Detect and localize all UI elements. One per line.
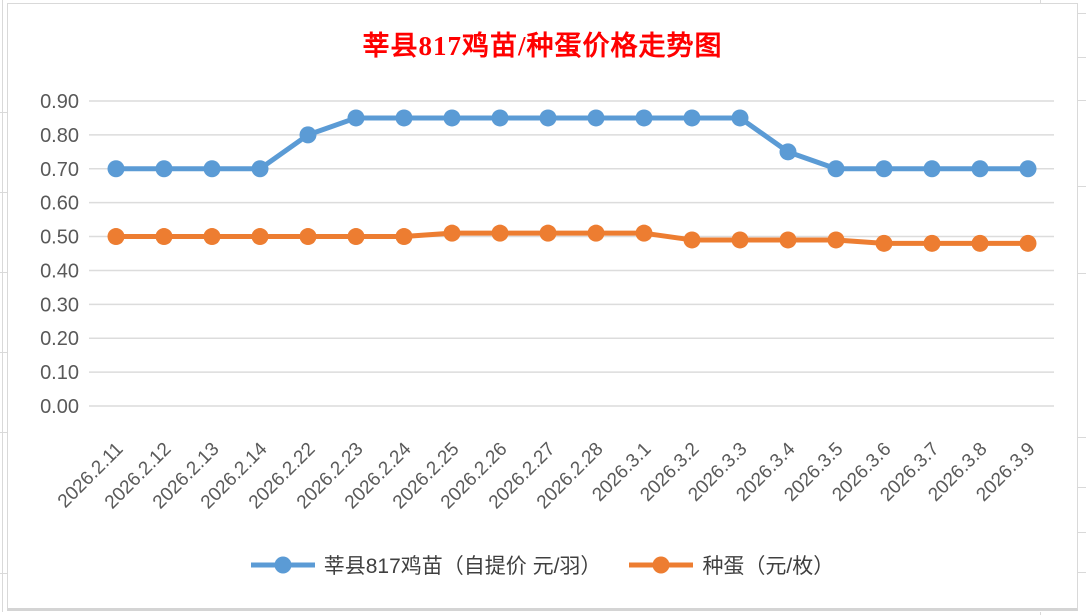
y-tick-label: 0.00 <box>40 396 79 418</box>
series-1-marker[interactable] <box>299 228 317 246</box>
excel-column-border-left <box>2 0 3 612</box>
series-1-marker[interactable] <box>587 224 605 242</box>
series-1-marker[interactable] <box>251 228 269 246</box>
series-0-marker[interactable] <box>875 160 893 178</box>
series-1-marker[interactable] <box>683 231 701 249</box>
series-0-marker[interactable] <box>731 109 749 127</box>
series-0-marker[interactable] <box>347 109 365 127</box>
excel-row-border-tick <box>1078 487 1086 488</box>
series-0-marker[interactable] <box>443 109 461 127</box>
series-1-marker[interactable] <box>203 228 221 246</box>
excel-row-border-tick <box>1078 13 1086 14</box>
series-0-marker[interactable] <box>299 126 317 144</box>
series-1-marker[interactable] <box>347 228 365 246</box>
excel-row-border-tick <box>1078 57 1086 58</box>
series-0-marker[interactable] <box>491 109 509 127</box>
excel-row-border-tick <box>1078 572 1086 573</box>
y-tick-label: 0.50 <box>40 227 79 249</box>
series-0-marker[interactable] <box>971 160 989 178</box>
excel-column-border-tick <box>1040 0 1041 4</box>
series-0-marker[interactable] <box>203 160 221 178</box>
plot-svg: 0.00 0.10 0.20 0.30 0.40 0.50 0.60 0.70 0.80 0.90… <box>40 91 1054 513</box>
excel-row-border-tick <box>0 573 7 574</box>
series-0-marker[interactable] <box>251 160 269 178</box>
series-0-marker[interactable] <box>923 160 941 178</box>
series-1-marker[interactable] <box>107 228 125 246</box>
excel-row-border-tick <box>1078 532 1086 533</box>
excel-row-border-tick <box>0 432 7 433</box>
chart-title: 莘县817鸡苗/种蛋价格走势图 <box>362 31 723 61</box>
legend-marker-icon <box>250 556 315 574</box>
chart-legend: 莘县817鸡苗（自提价 元/羽） 种蛋（元/枚） <box>8 550 1077 580</box>
series-1-marker[interactable] <box>731 231 749 249</box>
y-tick-label: 0.90 <box>40 91 79 113</box>
excel-row-border-tick <box>1078 437 1086 438</box>
excel-row-border-tick <box>1078 273 1086 274</box>
y-tick-label: 0.80 <box>40 125 79 147</box>
y-tick-label: 0.60 <box>40 193 79 215</box>
y-tick-label: 0.70 <box>40 159 79 181</box>
y-tick-label: 0.40 <box>40 260 79 282</box>
series-0-line[interactable] <box>116 115 1028 172</box>
excel-row-border-tick <box>0 272 7 273</box>
series-1-marker[interactable] <box>443 224 461 242</box>
y-tick-label: 0.10 <box>40 362 79 384</box>
series-1-marker[interactable] <box>1019 234 1037 252</box>
series-0-marker[interactable] <box>779 143 797 161</box>
series-1-marker[interactable] <box>635 224 653 242</box>
series-1-marker[interactable] <box>539 224 557 242</box>
excel-row-border-tick <box>1078 186 1086 187</box>
excel-column-border-tick <box>1040 612 1041 615</box>
series-1-marker[interactable] <box>779 231 797 249</box>
series-0-marker[interactable] <box>155 160 173 178</box>
series-0-marker[interactable] <box>683 109 701 127</box>
legend-item-1[interactable]: 种蛋（元/枚） <box>629 550 834 580</box>
chart-area[interactable]: 莘县817鸡苗/种蛋价格走势图 0.00 0.10 0.20 0.30 0.40 0.50… <box>7 3 1078 611</box>
series-0-marker[interactable] <box>395 109 413 127</box>
series-1-marker[interactable] <box>491 224 509 242</box>
series-0-marker[interactable] <box>107 160 125 178</box>
series-1-marker[interactable] <box>395 228 413 246</box>
series-1-marker[interactable] <box>875 234 893 252</box>
excel-row-border-tick <box>0 352 7 353</box>
series-1-marker[interactable] <box>923 234 941 252</box>
series-0-marker[interactable] <box>1019 160 1037 178</box>
series-1-marker[interactable] <box>155 228 173 246</box>
legend-item-0[interactable]: 莘县817鸡苗（自提价 元/羽） <box>250 550 602 580</box>
series-1-marker[interactable] <box>827 231 845 249</box>
legend-label: 莘县817鸡苗（自提价 元/羽） <box>323 555 602 578</box>
series-0-marker[interactable] <box>587 109 605 127</box>
series-1-marker[interactable] <box>971 234 989 252</box>
legend-label: 种蛋（元/枚） <box>702 555 835 578</box>
y-tick-label: 0.20 <box>40 328 79 350</box>
excel-row-border-tick <box>0 112 7 113</box>
excel-row-border-tick <box>1078 100 1086 101</box>
excel-row-border-tick <box>0 192 7 193</box>
y-tick-label: 0.30 <box>40 294 79 316</box>
legend-marker-icon <box>629 556 694 574</box>
series-0-marker[interactable] <box>827 160 845 178</box>
series-0-marker[interactable] <box>539 109 557 127</box>
series-0-marker[interactable] <box>635 109 653 127</box>
